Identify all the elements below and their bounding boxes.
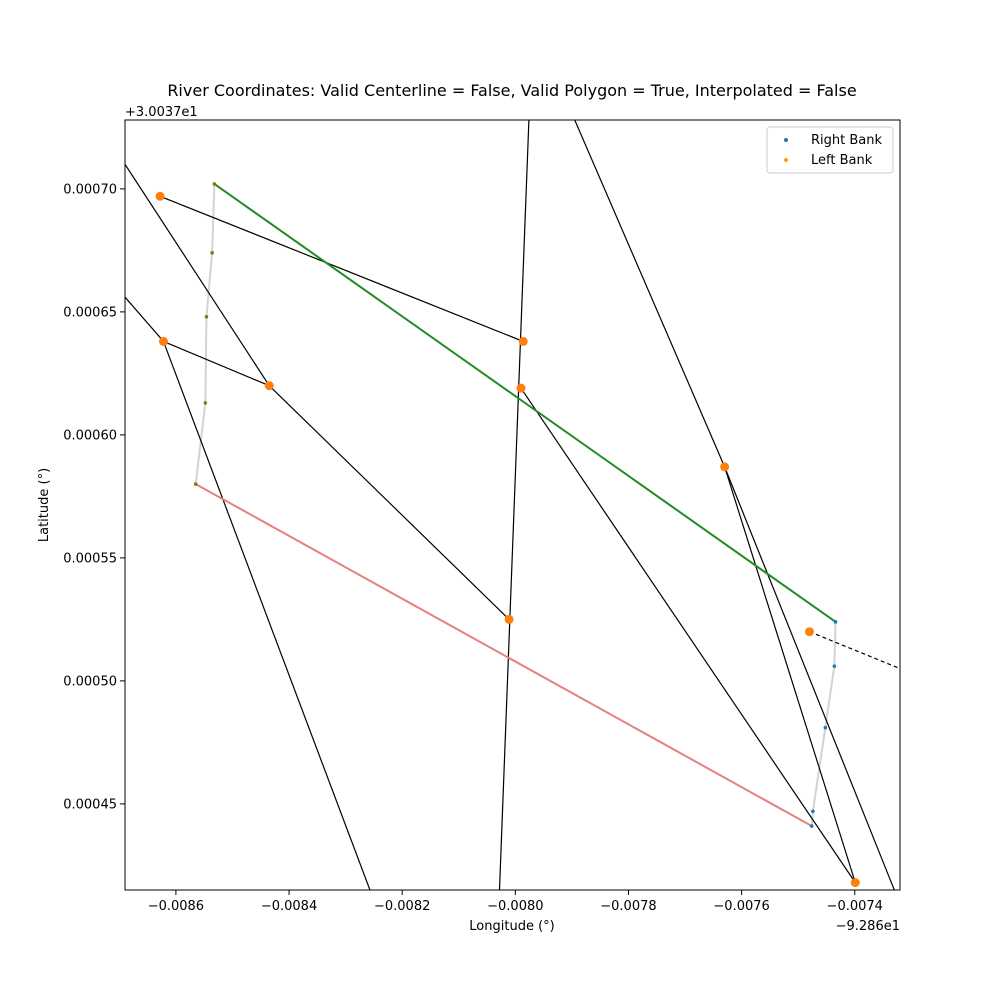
orange-point <box>720 462 730 472</box>
transect-line-2 <box>268 385 510 620</box>
y-tick-label: 0.00055 <box>63 551 117 566</box>
plot-frame <box>124 119 901 891</box>
x-axis-label: Longitude (°) <box>469 919 554 934</box>
legend-marker-left-bank <box>784 158 788 162</box>
transect-line-7 <box>520 387 856 883</box>
orange-point <box>516 383 526 393</box>
right-bank-point <box>823 725 828 730</box>
orange-point <box>158 336 168 346</box>
transect-line-4 <box>125 296 164 342</box>
x-tick-label: −0.0084 <box>261 899 317 914</box>
legend-label-left-bank: Left Bank <box>811 153 873 168</box>
legend-box <box>766 126 894 174</box>
x-tick-label: −0.0082 <box>374 899 430 914</box>
x-tick-label: −0.0076 <box>713 899 769 914</box>
right-bank-point <box>809 824 814 828</box>
x-tick-label: −0.0080 <box>487 899 543 914</box>
x-tick-label: −0.0086 <box>148 899 204 914</box>
x-tick-label: −0.0074 <box>827 899 883 914</box>
orange-point <box>518 336 528 346</box>
dashed-line <box>809 631 900 670</box>
transect-line-0 <box>159 195 524 342</box>
red-line <box>195 483 813 827</box>
orange-point <box>804 627 814 637</box>
y-tick-label: 0.00070 <box>63 182 117 197</box>
transect-line-6 <box>498 120 530 890</box>
transect-line-8 <box>574 120 726 468</box>
right-bank-point <box>811 809 815 814</box>
transect-line-3 <box>163 340 270 387</box>
right-bank-point <box>833 620 838 624</box>
y-tick-label: 0.00050 <box>63 674 117 689</box>
right-bank-point <box>832 664 837 668</box>
y-tick-label: 0.00065 <box>63 305 117 320</box>
x-tick-label: −0.0078 <box>600 899 656 914</box>
chart-title: River Coordinates: Valid Centerline = Fa… <box>167 81 856 100</box>
x-offset-label: −9.286e1 <box>836 919 900 934</box>
y-axis-ticks: 0.00045 0.00050 0.00055 0.00060 0.00065 0.000… <box>63 182 125 812</box>
orange-point <box>264 381 274 391</box>
transect-line-10 <box>724 466 856 883</box>
x-axis-ticks: −0.0086 −0.0084 −0.0082 −0.0080 −0.0078 −0.00… <box>148 890 883 914</box>
y-offset-label: +3.0037e1 <box>125 105 198 120</box>
left-bank-point <box>203 401 208 405</box>
legend-label-right-bank: Right Bank <box>811 133 882 148</box>
orange-point <box>155 191 165 201</box>
data-layer <box>125 120 900 890</box>
y-axis-label: Latitude (°) <box>37 468 52 542</box>
orange-point <box>504 614 514 624</box>
legend-marker-right-bank <box>784 138 788 142</box>
y-tick-label: 0.00060 <box>63 428 117 443</box>
plot-area <box>124 119 901 891</box>
left-bank-point <box>210 251 214 255</box>
transect-line-5 <box>162 341 371 890</box>
left-bank-point <box>193 482 198 486</box>
green-line <box>213 183 837 623</box>
left-bank-point <box>204 315 209 319</box>
transect-line-1 <box>125 163 270 387</box>
legend: Right Bank Left Bank <box>766 126 894 174</box>
y-tick-label: 0.00045 <box>63 797 117 812</box>
orange-point <box>850 878 860 888</box>
left-bank-point <box>212 182 217 186</box>
transect-line-9 <box>724 466 895 890</box>
